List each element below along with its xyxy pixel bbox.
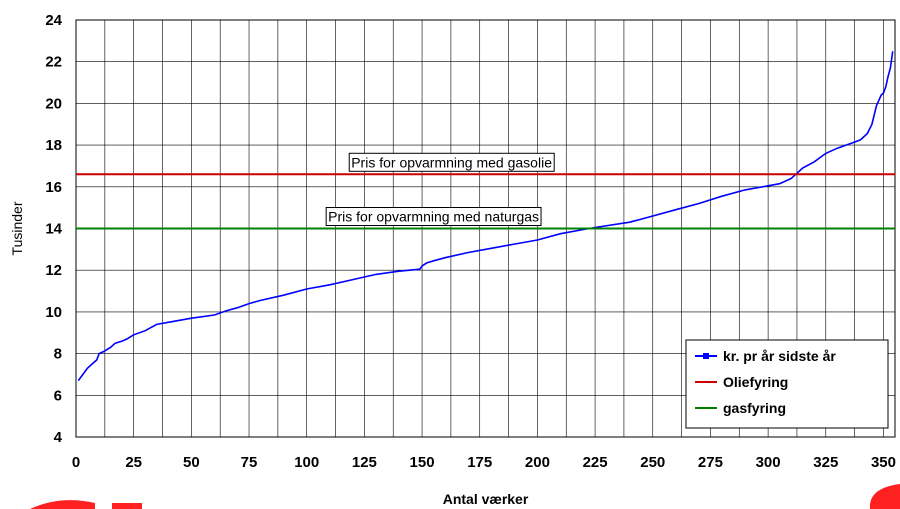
x-tick-label: 250 [640,454,665,471]
x-tick-label: 275 [698,454,723,471]
x-tick-label: 200 [525,454,550,471]
x-axis-title: Antal værker [443,491,529,507]
x-tick-label: 175 [467,454,492,471]
y-tick-label: 22 [45,54,62,71]
y-tick-label: 14 [45,221,62,238]
y-tick-label: 10 [45,304,62,321]
legend: kr. pr år sidste år Oliefyring gasfyring [685,339,889,429]
series-layer [76,51,895,382]
legend-marker [703,353,709,359]
plot-area: 0 25 50 75 100 125 150 175 200 225 250 275 300 325 350… [45,12,896,471]
x-tick-label: 325 [813,454,838,471]
x-tick-label: 75 [241,454,258,471]
x-tick-label: 100 [294,454,319,471]
annotation-box-2 [325,207,542,226]
x-tick-labels: 0 25 50 75 100 125 150 175 200 225 250 275 300 325 350 [72,454,896,471]
legend-label-1: kr. pr år sidste år [723,348,836,364]
x-tick-label: 50 [183,454,200,471]
annotations: Pris for opvarmning med gasolie Pris for … [325,152,555,226]
y-tick-label: 16 [45,179,62,196]
y-tick-label: 20 [45,95,62,112]
x-tick-label: 350 [871,454,896,471]
y-tick-label: 4 [54,429,63,446]
y-tick-label: 8 [54,346,62,363]
y-tick-label: 18 [45,137,62,154]
legend-label-3: gasfyring [723,400,786,416]
x-tick-label: 225 [583,454,608,471]
decorative-red-shape-left [30,500,95,509]
y-tick-label: 6 [54,387,62,404]
annotation-box-1 [348,152,555,172]
y-tick-label: 12 [45,262,62,279]
y-tick-label: 24 [45,12,62,29]
decorative-red-shape-mid [112,503,142,509]
x-tick-label: 25 [125,454,142,471]
series-line-1 [77,51,894,382]
y-axis-title: Tusinder [9,201,25,255]
y-tick-labels: 4 6 8 10 12 14 16 18 20 22 24 [45,12,62,446]
x-tick-label: 125 [352,454,377,471]
x-tick-label: 150 [410,454,435,471]
annotation-label-1: Pris for opvarmning med gasolie [351,154,552,170]
legend-box [685,339,889,429]
x-tick-label: 0 [72,454,80,471]
annotation-label-2: Pris for opvarmning med naturgas [328,209,539,225]
x-tick-label: 300 [756,454,781,471]
legend-label-2: Oliefyring [723,374,788,390]
decorative-red-shape-right [869,484,900,509]
